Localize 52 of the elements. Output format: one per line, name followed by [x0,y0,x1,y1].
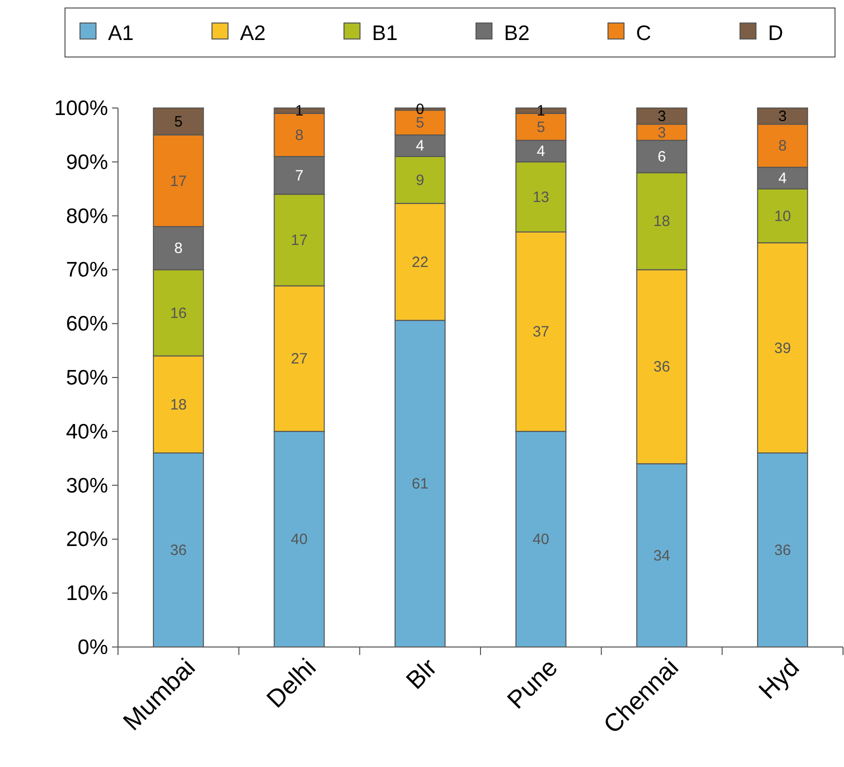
data-label: 9 [416,172,424,189]
y-tick-label: 10% [66,582,108,606]
y-tick-label: 50% [66,366,108,390]
legend-label: B1 [372,22,398,45]
data-label: 40 [532,531,550,548]
legend-label: D [768,22,784,45]
data-label: 17 [170,172,187,190]
y-tick-label: 70% [66,258,108,282]
legend-label: A2 [240,22,266,45]
data-label: 8 [778,138,787,155]
data-label: 13 [532,188,550,206]
data-label: 39 [774,340,791,357]
data-label: 18 [653,213,670,230]
data-label: 5 [174,113,183,130]
x-tick-label: Blr [400,653,442,695]
data-label: 5 [536,118,546,136]
y-tick-label: 40% [66,420,108,444]
data-label: 36 [170,542,187,559]
data-label: 6 [658,148,666,166]
data-label: 8 [295,126,304,144]
data-label: 17 [290,232,308,250]
data-label: 61 [412,476,428,493]
data-label: 18 [170,396,187,414]
data-label: 4 [536,143,546,160]
data-label: 36 [653,358,670,376]
y-tick-label: 100% [54,97,108,120]
data-label: 22 [412,254,428,271]
x-tick-label: Hyd [754,653,805,705]
data-label: 7 [295,167,304,184]
data-label: 3 [658,124,666,142]
y-tick-label: 80% [66,204,108,228]
data-label: 36 [774,542,791,559]
y-tick-label: 20% [66,528,108,552]
data-label: 8 [174,240,183,258]
legend-label: C [636,22,652,45]
data-label: 40 [290,531,308,548]
data-label: 4 [416,138,424,155]
legend-label: B2 [504,22,530,45]
y-tick-label: 60% [66,312,108,336]
y-tick-label: 30% [66,474,108,498]
data-label: 5 [416,114,424,132]
y-tick-label: 90% [66,150,108,174]
legend-label: A1 [108,22,134,45]
data-label: 3 [778,108,787,126]
data-label: 3 [658,108,666,126]
y-tick-label: 0% [78,636,108,659]
data-label: 37 [532,324,550,341]
data-label: 10 [774,208,791,225]
data-label: 4 [778,170,787,188]
data-label: 34 [653,547,670,564]
data-label: 27 [290,350,308,368]
data-label: 16 [170,304,187,322]
